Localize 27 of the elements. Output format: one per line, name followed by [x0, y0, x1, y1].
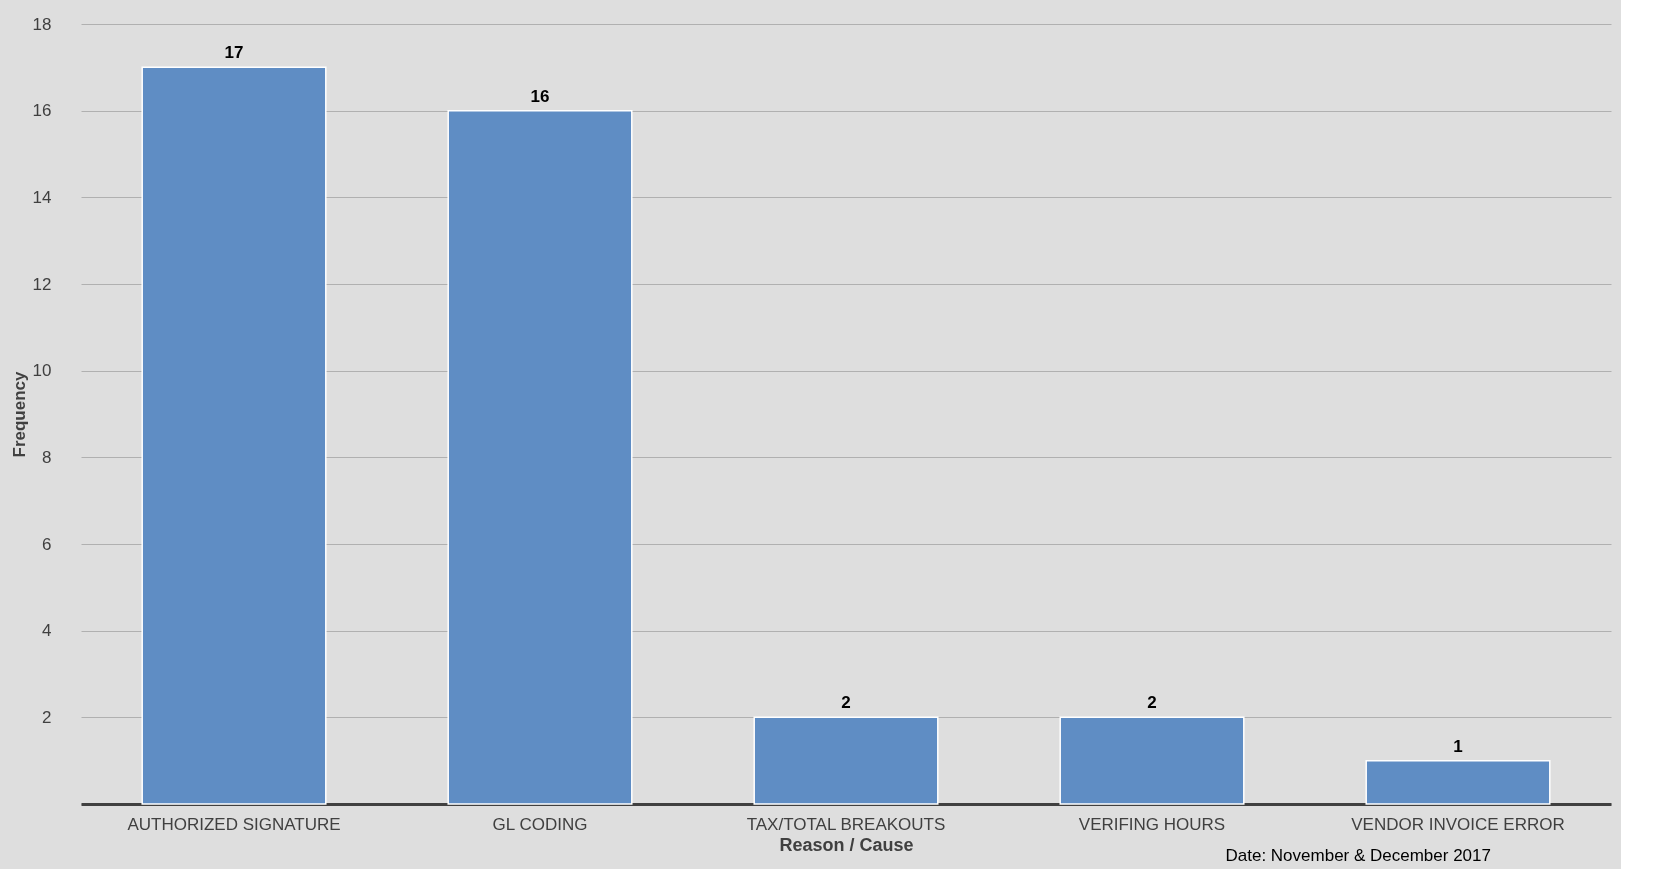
data-label: 17	[224, 43, 244, 63]
y-tick-label: 14	[32, 187, 52, 207]
x-tick-label: VENDOR INVOICE ERROR	[1351, 814, 1565, 834]
bar	[1365, 759, 1551, 805]
data-label: 1	[1453, 736, 1463, 756]
bar	[447, 109, 633, 805]
data-label: 2	[841, 693, 851, 713]
data-label: 16	[530, 86, 550, 106]
y-tick-label: 6	[42, 534, 52, 554]
x-tick-label: GL CODING	[492, 814, 588, 834]
y-tick-label: 12	[32, 274, 52, 294]
x-tick-label: VERIFING HOURS	[1078, 814, 1226, 834]
y-tick-label: 16	[32, 101, 52, 121]
y-tick-label: 4	[42, 621, 52, 641]
bar	[1059, 716, 1245, 805]
bar	[141, 66, 327, 805]
x-axis-title: Reason / Cause	[779, 834, 914, 855]
y-tick-label: 18	[32, 14, 52, 34]
y-tick-label: 2	[42, 707, 52, 727]
x-tick-label: AUTHORIZED SIGNATURE	[127, 814, 341, 834]
data-label: 2	[1147, 693, 1157, 713]
y-tick-label: 8	[42, 447, 52, 467]
y-axis-title: Frequency	[9, 370, 29, 458]
bar	[753, 716, 939, 805]
text: Date: November & December 2017	[1225, 846, 1491, 865]
y-tick-label: 10	[32, 361, 52, 381]
x-tick-label: TAX/TOTAL BREAKOUTS	[746, 814, 946, 834]
